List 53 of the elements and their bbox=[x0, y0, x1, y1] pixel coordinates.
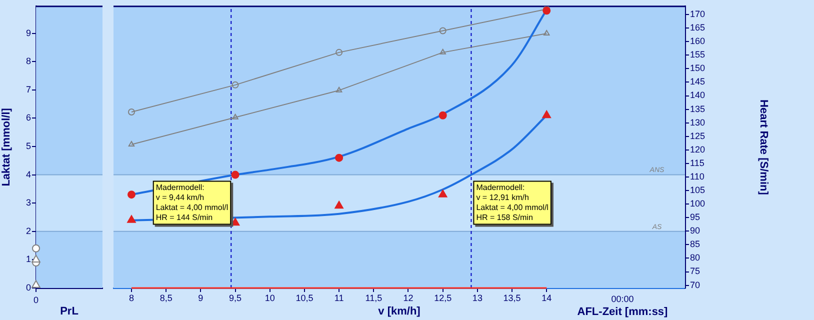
y2-tick-label: 105 bbox=[690, 185, 706, 196]
y2-tick-label: 100 bbox=[690, 198, 706, 209]
x-tick-label: 10 bbox=[264, 292, 275, 303]
annotation: Madermodell: v = 9,44 km/h Laktat = 4,00 mmol/l HR = 144 S/min bbox=[156, 182, 228, 222]
y-tick-label: 8 bbox=[26, 56, 31, 66]
text: AFL-Zeit [mm:ss] bbox=[577, 306, 668, 318]
y2-tick-label: 120 bbox=[690, 144, 706, 154]
y-tick-label: 9 bbox=[26, 28, 31, 38]
y-tick-label: 5 bbox=[26, 140, 31, 151]
y2-tick-label: 155 bbox=[690, 50, 706, 60]
y2-tick-label: 95 bbox=[690, 212, 700, 222]
y2-tick-label: 165 bbox=[690, 22, 706, 33]
y2-tick-label: 110 bbox=[690, 171, 704, 182]
x-tick-label: 11,5 bbox=[365, 292, 382, 303]
x-axis-title: v [km/h] bbox=[378, 305, 421, 318]
y2-tick-label: 150 bbox=[690, 63, 706, 74]
y-tick-label: 1 bbox=[26, 254, 31, 264]
x-tick-label: 9,5 bbox=[229, 292, 242, 303]
x-tick-label: 11 bbox=[334, 292, 344, 303]
y2-tick-label: 170 bbox=[690, 9, 706, 20]
x-tick-label: 12 bbox=[403, 292, 414, 303]
annotation: Madermodell: v = 12,91 km/h Laktat = 4,00 mmol/l HR = 158 S/min bbox=[476, 182, 549, 222]
x-tick-label: 13 bbox=[472, 292, 482, 303]
category-label: 00:00 bbox=[611, 294, 634, 304]
y2-tick-label: 80 bbox=[690, 252, 700, 263]
x-tick-label: 13,5 bbox=[503, 292, 521, 303]
x-tick-label: 8 bbox=[128, 292, 134, 303]
y2-tick-label: 125 bbox=[690, 130, 706, 141]
x-axis-title: PrL bbox=[60, 305, 79, 318]
y2-tick-label: 85 bbox=[690, 239, 700, 250]
y2-tick-label: 130 bbox=[690, 117, 706, 128]
x-tick-label: 14 bbox=[542, 292, 552, 303]
y2-tick-label: 135 bbox=[690, 104, 706, 114]
x-tick-label: 9 bbox=[198, 292, 204, 303]
y-tick-label: 4 bbox=[26, 169, 31, 180]
y-tick-label: 3 bbox=[26, 198, 31, 208]
y-axis-title: Laktat [mmol/l] bbox=[0, 108, 13, 186]
x-tick-label: 0 bbox=[33, 294, 39, 305]
y2-tick-label: 70 bbox=[690, 280, 700, 290]
y2-tick-label: 160 bbox=[690, 36, 706, 46]
y2-axis-title: Heart Rate [S/min] bbox=[757, 100, 770, 196]
y-tick-label: 2 bbox=[26, 226, 31, 236]
x-tick-label: 12,5 bbox=[434, 292, 452, 303]
y2-tick-label: 140 bbox=[690, 90, 706, 100]
y-tick-label: 6 bbox=[26, 112, 31, 123]
y2-tick-label: 145 bbox=[690, 76, 706, 87]
y2-tick-label: 90 bbox=[690, 226, 700, 236]
x-tick-label: 8,5 bbox=[160, 292, 172, 303]
x-tick-label: 10,5 bbox=[296, 292, 314, 303]
y2-tick-label: 115 bbox=[690, 158, 704, 168]
y-tick-label: 7 bbox=[26, 84, 31, 94]
y-tick-label: 0 bbox=[26, 282, 31, 292]
y2-tick-label: 75 bbox=[690, 266, 700, 276]
